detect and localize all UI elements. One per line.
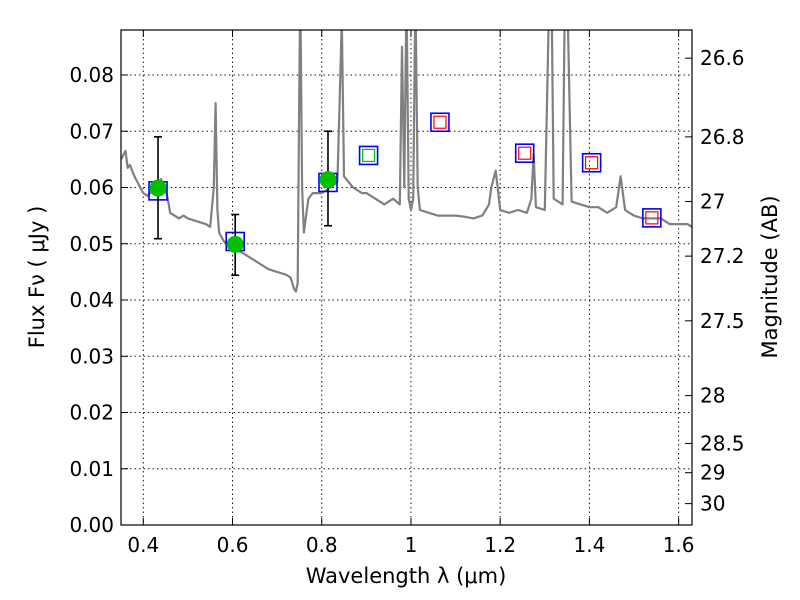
model-band-square (642, 208, 662, 228)
x-axis-label: Wavelength λ (μm) (306, 564, 507, 588)
x-tick-label: 1.2 (484, 533, 516, 557)
y-tick-label: 0.01 (69, 457, 114, 481)
y2-tick-label: 27.5 (700, 309, 745, 333)
y-tick-label: 0.00 (69, 513, 114, 537)
axes: 0.4 0.6 0.8 1 1.2 1.4 1.6 0.00 0.01 0.02 0.03 0.04 0… (69, 30, 745, 557)
model-band-inner-square (645, 211, 659, 225)
y2-tick-label: 26.8 (700, 125, 745, 149)
model-band-square (581, 152, 602, 173)
y-tick-label: 0.02 (69, 401, 114, 425)
model-band-inner-square (433, 115, 447, 129)
x-tick-label: 0.4 (127, 533, 159, 557)
x-tick-label: 1.6 (663, 533, 695, 557)
x-tick-label: 0.6 (217, 533, 249, 557)
plot-frame (120, 29, 693, 526)
observed-point (149, 179, 167, 197)
y-tick-label: 0.04 (69, 288, 114, 312)
model-band-square (430, 112, 450, 133)
y-tick-label: 0.08 (69, 63, 114, 87)
y2-tick-label: 30 (700, 492, 725, 516)
y2-axis-label: Magnitude (AB) (758, 195, 782, 358)
observed-point (319, 171, 337, 189)
y-tick-label: 0.03 (69, 344, 114, 368)
y2-tick-label: 28 (700, 384, 725, 408)
plot-area (121, 30, 692, 293)
x-tick-label: 1 (405, 533, 418, 557)
y-axis-label: Flux Fν ( μJy ) (25, 206, 49, 349)
y2-tick-label: 29 (700, 461, 725, 485)
y2-tick-label: 26.6 (700, 46, 745, 70)
model-band-inner-square (518, 146, 532, 160)
y-tick-label: 0.07 (69, 119, 114, 143)
grid (121, 30, 692, 526)
x-tick-label: 0.8 (306, 533, 338, 557)
y2-tick-label: 27 (700, 190, 725, 214)
x-tick-label: 1.4 (573, 533, 605, 557)
observed-point (226, 235, 244, 253)
y2-tick-label: 27.2 (700, 244, 745, 268)
model-band-inner-square (361, 148, 376, 163)
y2-tick-label: 28.5 (700, 431, 745, 455)
model-band-square (514, 143, 535, 163)
model-band-square (358, 145, 379, 166)
y-tick-label: 0.05 (69, 232, 114, 256)
y-tick-label: 0.06 (69, 176, 114, 200)
model-band-inner-square (585, 156, 599, 170)
model-spectrum-line (121, 30, 692, 293)
